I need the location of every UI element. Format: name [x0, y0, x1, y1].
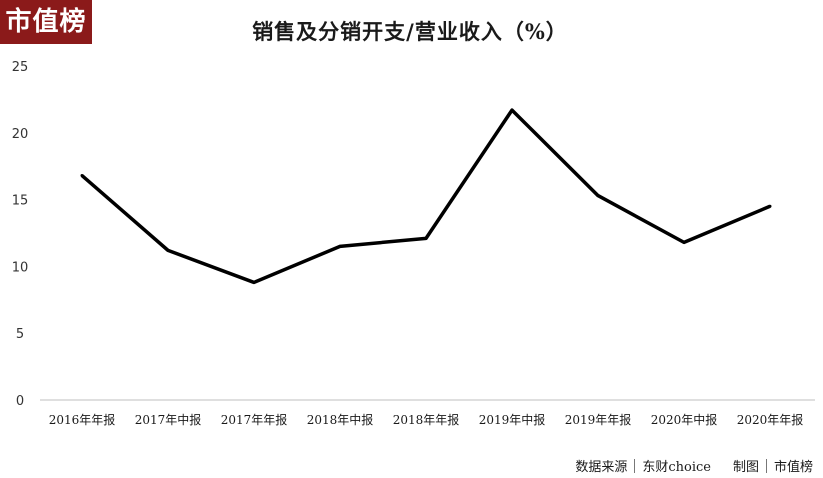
- x-tick-label: 2017年中报: [135, 412, 202, 427]
- x-tick-label: 2019年年报: [565, 412, 632, 427]
- y-tick-label: 20: [12, 127, 29, 142]
- data-point: [338, 244, 342, 248]
- data-point: [768, 204, 772, 208]
- brand-logo: 市值榜: [0, 0, 92, 44]
- source-provider: 东财choice: [642, 460, 711, 475]
- x-tick-label: 2018年中报: [307, 412, 374, 427]
- data-point: [596, 194, 600, 198]
- y-axis-ticks: 0 5 10 15 20 25: [12, 60, 29, 409]
- source-note: 数据来源 东财choice 制图 市值榜: [575, 456, 813, 475]
- data-point: [424, 236, 428, 240]
- y-tick-label: 10: [12, 260, 29, 275]
- series-group: [80, 108, 772, 285]
- series-line: [80, 108, 771, 285]
- data-point: [682, 240, 686, 244]
- y-tick-label: 25: [12, 60, 29, 75]
- x-tick-label: 2020年年报: [737, 412, 804, 427]
- x-tick-label: 2019年中报: [479, 412, 546, 427]
- made-by-label: 制图: [732, 460, 759, 475]
- data-point: [80, 174, 84, 178]
- x-tick-label: 2020年中报: [651, 412, 718, 427]
- y-tick-label: 0: [16, 394, 24, 409]
- data-point: [166, 248, 170, 252]
- x-tick-label: 2018年年报: [393, 412, 460, 427]
- source-divider: [634, 458, 636, 473]
- chart-title: 销售及分销开支/营业收入（%）: [252, 19, 568, 44]
- data-point: [252, 280, 256, 284]
- made-by-divider: [765, 458, 767, 473]
- source-label: 数据来源: [575, 460, 628, 475]
- x-tick-label: 2016年年报: [49, 412, 116, 427]
- x-tick-label: 2017年年报: [221, 412, 288, 427]
- x-axis-ticks: 2016年年报 2017年中报 2017年年报 2018年中报 2018年年报 2019年…: [49, 412, 804, 427]
- made-by-name: 市值榜: [773, 460, 813, 475]
- data-point: [510, 108, 514, 112]
- y-tick-label: 5: [16, 327, 24, 342]
- y-tick-label: 15: [12, 194, 29, 209]
